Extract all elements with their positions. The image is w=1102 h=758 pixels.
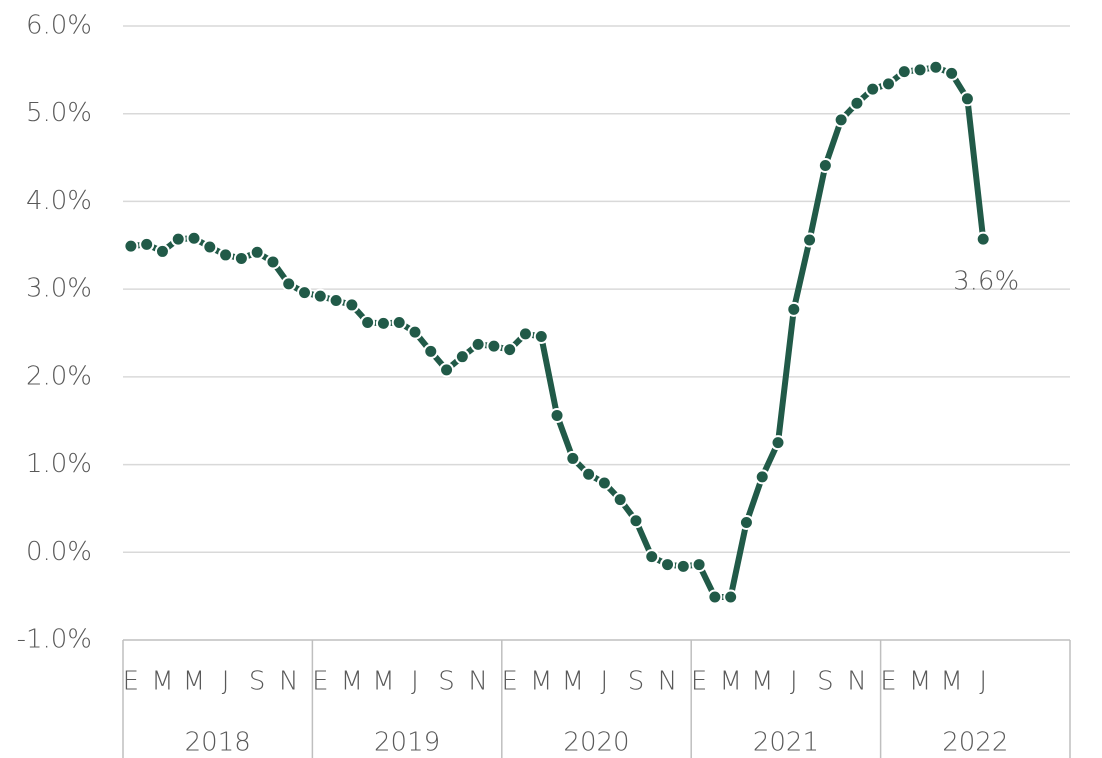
- y-tick-label: 1.0%: [26, 449, 92, 479]
- x-tick-label: M: [751, 667, 773, 697]
- y-tick-label: 6.0%: [26, 11, 92, 41]
- marker: [186, 230, 202, 246]
- marker: [218, 247, 234, 263]
- marker: [154, 243, 170, 259]
- x-tick-label: M: [151, 667, 173, 697]
- x-tick-label: J: [979, 667, 987, 697]
- marker: [802, 232, 818, 248]
- marker: [486, 338, 502, 354]
- marker: [738, 514, 754, 530]
- marker: [502, 342, 518, 358]
- x-tick-label: M: [530, 667, 552, 697]
- y-tick-label: 4.0%: [26, 186, 92, 216]
- marker: [328, 293, 344, 309]
- x-tick-label: J: [411, 667, 419, 697]
- marker: [391, 314, 407, 330]
- y-tick-label: 0.0%: [26, 537, 92, 567]
- marker: [865, 81, 881, 97]
- marker: [344, 297, 360, 313]
- marker: [233, 250, 249, 266]
- marker: [549, 407, 565, 423]
- y-tick-label: 3.0%: [26, 274, 92, 304]
- x-tick-label: M: [183, 667, 205, 697]
- marker: [944, 65, 960, 81]
- marker: [644, 549, 660, 565]
- x-tick-label: M: [719, 667, 741, 697]
- marker: [533, 329, 549, 345]
- marker: [612, 492, 628, 508]
- marker: [581, 466, 597, 482]
- x-tick-label: S: [249, 667, 266, 697]
- y-tick-label: -1.0%: [17, 625, 92, 655]
- marker: [754, 469, 770, 485]
- marker: [959, 91, 975, 107]
- marker: [281, 276, 297, 292]
- x-tick-label: J: [790, 667, 798, 697]
- year-label: 2022: [942, 728, 1008, 758]
- marker: [833, 112, 849, 128]
- marker: [896, 64, 912, 80]
- year-label: 2018: [185, 728, 251, 758]
- x-tick-label: J: [601, 667, 609, 697]
- x-tick-label: S: [628, 667, 645, 697]
- x-tick-label: N: [468, 667, 487, 697]
- x-tick-label: N: [847, 667, 866, 697]
- x-tick-label: S: [438, 667, 455, 697]
- marker: [249, 244, 265, 260]
- x-tick-label: M: [562, 667, 584, 697]
- x-tick-label: E: [691, 667, 707, 697]
- x-tick-label: S: [817, 667, 834, 697]
- x-tick-label: N: [658, 667, 677, 697]
- marker: [407, 324, 423, 340]
- marker: [628, 513, 644, 529]
- marker: [817, 157, 833, 173]
- line: [130, 64, 987, 601]
- marker: [454, 349, 470, 365]
- x-tick-label: M: [341, 667, 363, 697]
- marker: [596, 475, 612, 491]
- marker: [786, 301, 802, 317]
- x-tick-label: J: [222, 667, 230, 697]
- marker: [565, 450, 581, 466]
- x-tick-label: M: [909, 667, 931, 697]
- x-tick-label: M: [372, 667, 394, 697]
- marker: [675, 558, 691, 574]
- year-label: 2019: [374, 728, 440, 758]
- y-tick-label: 5.0%: [26, 98, 92, 128]
- year-label: 2021: [753, 728, 819, 758]
- x-tick-label: E: [501, 667, 517, 697]
- marker: [312, 288, 328, 304]
- marker: [170, 231, 186, 247]
- marker: [375, 315, 391, 331]
- marker: [723, 589, 739, 605]
- marker: [297, 285, 313, 301]
- marker: [202, 239, 218, 255]
- marker: [880, 76, 896, 92]
- marker: [517, 326, 533, 342]
- marker: [423, 343, 439, 359]
- marker: [928, 59, 944, 75]
- x-tick-label: N: [279, 667, 298, 697]
- marker: [360, 314, 376, 330]
- marker: [470, 336, 486, 352]
- marker: [123, 238, 139, 254]
- x-tick-label: E: [123, 667, 139, 697]
- data-label: 3.6%: [953, 267, 1019, 297]
- x-tick-label: M: [940, 667, 962, 697]
- marker: [975, 231, 991, 247]
- marker: [265, 254, 281, 270]
- y-tick-label: 2.0%: [26, 361, 92, 391]
- marker: [660, 557, 676, 573]
- marker: [770, 435, 786, 451]
- marker: [707, 589, 723, 605]
- marker: [912, 62, 928, 78]
- x-tick-label: E: [880, 667, 896, 697]
- marker: [691, 557, 707, 573]
- x-tick-label: E: [312, 667, 328, 697]
- year-label: 2020: [563, 728, 629, 758]
- marker: [139, 236, 155, 252]
- marker: [439, 362, 455, 378]
- marker: [849, 95, 865, 111]
